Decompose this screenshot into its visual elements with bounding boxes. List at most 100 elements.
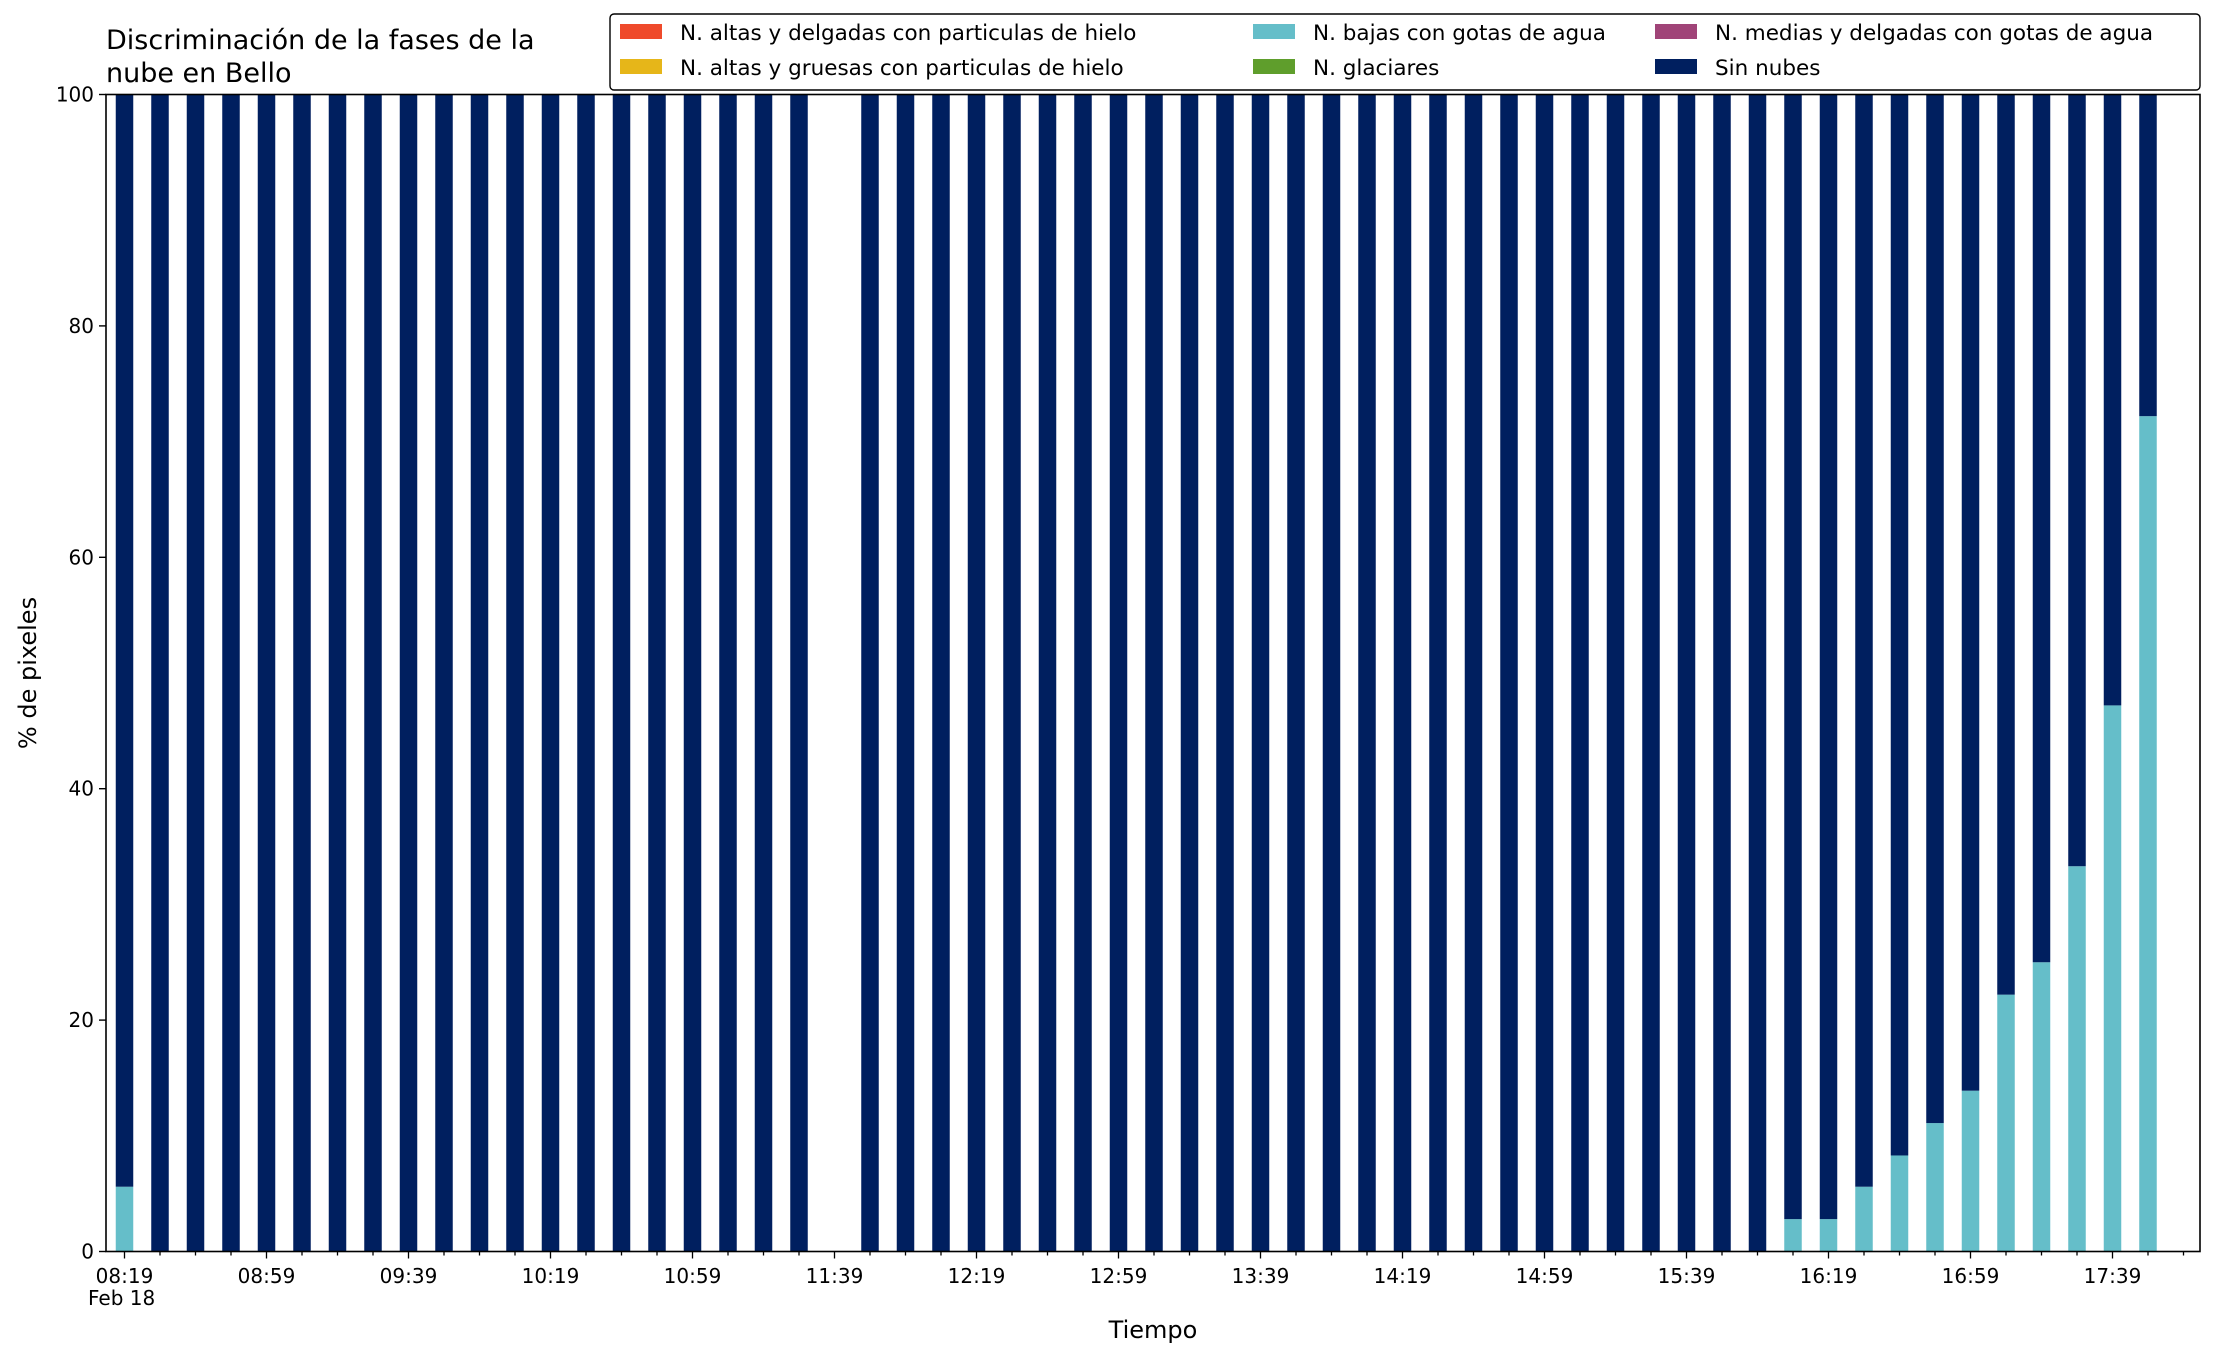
x-tick-label: 14:19 [1374, 1264, 1432, 1288]
bar-segment-2-55 [2068, 866, 2086, 1252]
bar-segment-2-48 [1819, 1219, 1838, 1252]
bar-segment-5-10 [470, 94, 489, 1252]
legend-label-5: Sin nubes [1715, 56, 1820, 81]
x-tick-label: 13:39 [1232, 1264, 1290, 1288]
bar-segment-5-32 [1251, 94, 1270, 1252]
x-tick-label: 10:59 [664, 1264, 722, 1288]
bars-layer [115, 94, 2157, 1252]
bar-segment-5-48 [1819, 94, 1838, 1220]
bar-segment-5-35 [1358, 94, 1376, 1252]
x-tick-label: 10:19 [522, 1264, 580, 1288]
x-axis-label: Tiempo [1108, 1316, 1198, 1344]
bar-segment-5-0 [115, 94, 134, 1187]
bar-segment-5-46 [1748, 94, 1767, 1252]
bar-segment-5-21 [861, 94, 879, 1252]
bar-segment-5-16 [683, 94, 702, 1252]
legend-swatch-5 [1655, 59, 1697, 74]
bar-segment-2-52 [1961, 1090, 1980, 1252]
x-axis-date-label: Feb 18 [88, 1286, 155, 1310]
bar-segment-5-44 [1677, 94, 1696, 1252]
bar-segment-5-54 [2032, 94, 2051, 963]
y-axis: 0 20 40 60 80 100 [56, 83, 106, 1264]
legend: N. altas y delgadas con particulas de hi… [609, 13, 2201, 91]
bar-segment-5-49 [1855, 94, 1873, 1187]
bar-segment-2-57 [2139, 416, 2157, 1252]
bar-segment-5-36 [1393, 94, 1412, 1252]
bar-segment-5-47 [1784, 94, 1802, 1220]
x-axis: 08:19 08:59 09:39 10:19 10:59 11:39 12:19 12:59… [96, 1251, 2185, 1288]
bar-segment-5-9 [435, 94, 453, 1252]
bar-segment-2-56 [2103, 705, 2122, 1252]
x-tick-label: 08:19 [96, 1264, 154, 1288]
legend-swatch-1 [620, 59, 662, 74]
bar-segment-5-52 [1961, 94, 1980, 1091]
bar-segment-5-43 [1642, 94, 1660, 1252]
bar-segment-5-14 [612, 94, 631, 1252]
bar-segment-5-1 [151, 94, 169, 1252]
bar-segment-5-42 [1606, 94, 1625, 1252]
bar-segment-5-6 [328, 94, 347, 1252]
x-tick-label: 14:59 [1516, 1264, 1574, 1288]
x-tick-label: 16:19 [1800, 1264, 1858, 1288]
y-tick-label: 60 [69, 545, 94, 569]
legend-label-4: N. medias y delgadas con gotas de agua [1715, 21, 2153, 46]
chart-title-line-2: nube en Bello [106, 58, 292, 89]
bar-segment-5-33 [1287, 94, 1305, 1252]
x-tick-label: 09:39 [380, 1264, 438, 1288]
legend-swatch-2 [1253, 24, 1295, 39]
bar-segment-2-54 [2032, 962, 2051, 1252]
bar-segment-5-12 [541, 94, 560, 1252]
legend-label-1: N. altas y gruesas con particulas de hie… [680, 56, 1124, 81]
plot-area-frame [105, 93, 2201, 1253]
bar-segment-5-40 [1535, 94, 1554, 1252]
bar-segment-5-13 [577, 94, 595, 1252]
bar-segment-5-56 [2103, 94, 2122, 706]
bar-segment-5-18 [754, 94, 773, 1252]
bar-segment-5-45 [1713, 94, 1731, 1252]
bar-segment-5-24 [967, 94, 986, 1252]
y-tick-label: 40 [69, 777, 94, 801]
y-axis-label: % de pixeles [14, 597, 42, 749]
legend-label-2: N. bajas con gotas de agua [1313, 21, 1606, 46]
bar-segment-5-23 [932, 94, 950, 1252]
bar-segment-5-7 [364, 94, 382, 1252]
bar-segment-2-49 [1855, 1186, 1873, 1252]
bar-segment-2-53 [1997, 994, 2015, 1252]
bar-segment-5-34 [1322, 94, 1341, 1252]
bar-segment-5-55 [2068, 94, 2086, 867]
bar-segment-5-22 [896, 94, 915, 1252]
x-tick-label: 17:39 [2084, 1264, 2142, 1288]
bar-segment-5-3 [222, 94, 240, 1252]
legend-swatch-4 [1655, 24, 1697, 39]
x-tick-label: 16:59 [1942, 1264, 2000, 1288]
bar-segment-5-31 [1216, 94, 1234, 1252]
y-tick-label: 0 [81, 1240, 94, 1264]
y-tick-label: 80 [69, 314, 94, 338]
bar-segment-5-53 [1997, 94, 2015, 995]
y-tick-label: 100 [56, 83, 94, 107]
legend-frame [609, 13, 2201, 91]
bar-segment-2-47 [1784, 1219, 1802, 1252]
bar-segment-5-2 [186, 94, 205, 1252]
bar-segment-5-30 [1180, 94, 1199, 1252]
x-tick-label: 12:19 [948, 1264, 1006, 1288]
bar-segment-2-50 [1890, 1155, 1909, 1252]
bar-segment-2-51 [1926, 1123, 1944, 1252]
bar-segment-5-29 [1145, 94, 1163, 1252]
bar-segment-5-26 [1038, 94, 1057, 1252]
legend-swatch-3 [1253, 59, 1295, 74]
x-tick-label: 12:59 [1090, 1264, 1148, 1288]
bar-segment-5-50 [1890, 94, 1909, 1156]
x-tick-label: 15:39 [1658, 1264, 1716, 1288]
bar-segment-5-51 [1926, 94, 1944, 1124]
bar-segment-5-39 [1500, 94, 1518, 1252]
bar-segment-5-38 [1464, 94, 1483, 1252]
legend-label-3: N. glaciares [1313, 56, 1439, 81]
legend-swatch-0 [620, 24, 662, 39]
bar-segment-5-8 [399, 94, 418, 1252]
chart-title-line-1: Discriminación de la fases de la [106, 25, 535, 56]
bar-segment-5-15 [648, 94, 666, 1252]
bar-segment-2-0 [115, 1186, 134, 1252]
x-tick-label: 08:59 [238, 1264, 296, 1288]
